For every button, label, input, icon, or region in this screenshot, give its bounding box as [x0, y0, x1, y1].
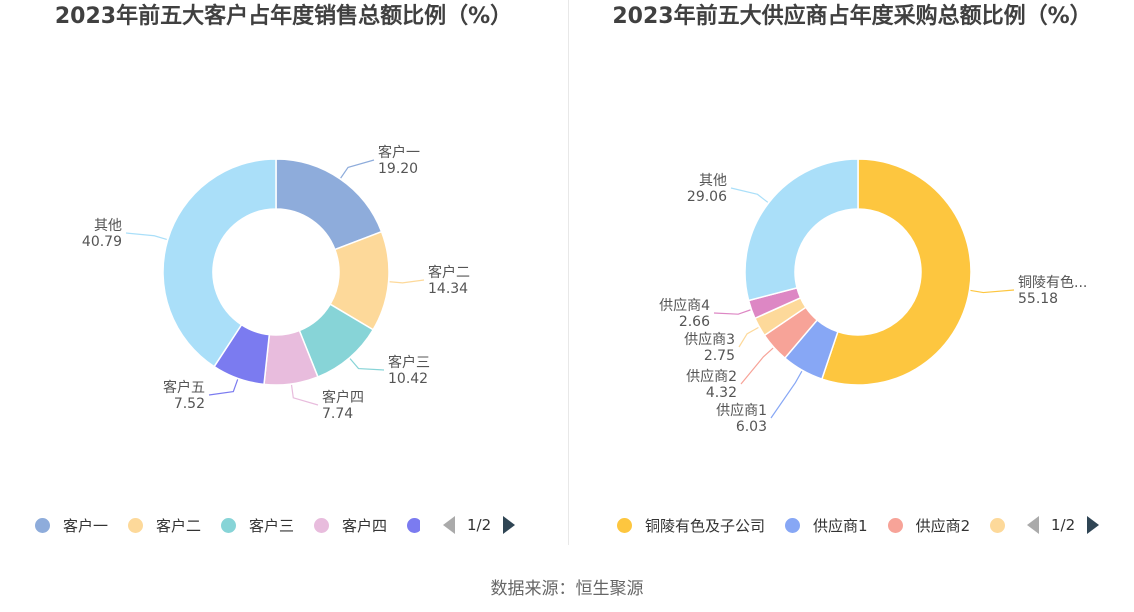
legend-prev-arrow-icon[interactable]	[1027, 516, 1039, 534]
label-leader-line	[730, 187, 769, 203]
slice-value-label: 7.52	[174, 396, 205, 412]
label-leader-line	[125, 232, 167, 241]
legend-label: 客户三	[249, 516, 295, 535]
slice-value-label: 6.03	[736, 419, 767, 435]
legend-marker-icon	[785, 517, 801, 533]
slice-name-label: 供应商2	[686, 368, 737, 385]
chart-title-customers: 2023年前五大客户占年度销售总额比例（%）	[54, 4, 513, 29]
donut-slice[interactable]	[162, 158, 277, 368]
slice-value-label: 7.74	[322, 406, 353, 422]
slice-name-label: 客户一	[378, 144, 420, 161]
legend-next-arrow-icon[interactable]	[503, 516, 516, 534]
legend-pager-customers: 1/2	[443, 512, 516, 538]
slice-value-label: 14.34	[428, 281, 468, 297]
legend-suppliers: 铜陵有色及子公司 供应商1 供应商2	[617, 512, 1012, 538]
legend-item[interactable]: 供应商1	[785, 515, 868, 536]
legend-item[interactable]: 客户四	[314, 515, 387, 536]
label-leader-line	[970, 289, 1015, 294]
slice-value-label: 29.06	[687, 189, 727, 205]
slice-name-label: 客户三	[388, 354, 430, 371]
legend-marker-icon	[617, 517, 632, 533]
label-leader-line	[340, 159, 375, 179]
legend-marker-icon	[35, 517, 50, 533]
data-source-note: 数据来源：恒生聚源	[490, 579, 644, 599]
legend-prev-arrow-icon[interactable]	[443, 516, 455, 534]
slice-name-label: 其他	[699, 173, 727, 189]
legend-item[interactable]: 铜陵有色及子公司	[617, 515, 765, 536]
legend-marker-icon	[221, 517, 237, 533]
donut-slice[interactable]	[275, 158, 383, 251]
slice-name-label: 供应商4	[659, 297, 710, 314]
legend-page-indicator: 1/2	[467, 516, 492, 534]
legend-label: 供应商2	[915, 516, 971, 535]
label-leader-line	[713, 309, 751, 315]
label-leader-line	[208, 379, 239, 396]
chart-title-suppliers: 2023年前五大供应商占年度采购总额比例（%）	[612, 4, 1092, 29]
donut-slice[interactable]	[820, 158, 972, 386]
slice-value-label: 40.79	[82, 234, 122, 250]
panel-divider	[568, 0, 569, 545]
legend-label: 供应商1	[813, 516, 868, 535]
slice-value-label: 2.75	[704, 348, 735, 364]
slice-value-label: 2.66	[679, 314, 710, 330]
slice-name-label: 客户二	[428, 264, 470, 281]
legend-marker-icon	[407, 517, 420, 533]
slice-value-label: 55.18	[1018, 291, 1058, 307]
slice-name-label: 铜陵有色...	[1018, 274, 1087, 291]
legend-marker-icon	[128, 517, 144, 533]
legend-next-arrow-icon[interactable]	[1087, 516, 1100, 534]
legend-item[interactable]	[990, 517, 1012, 533]
label-leader-line	[770, 370, 803, 419]
legend-item[interactable]: 供应商2	[887, 515, 971, 536]
label-leader-line	[349, 358, 385, 371]
legend-item[interactable]	[407, 517, 420, 533]
legend-item[interactable]: 客户一	[35, 515, 108, 536]
label-leader-line	[290, 384, 319, 406]
slice-value-label: 10.42	[388, 371, 428, 387]
legend-marker-icon	[314, 517, 330, 533]
slice-name-label: 客户四	[322, 389, 364, 406]
slice-name-label: 客户五	[163, 379, 205, 396]
donut-slice[interactable]	[744, 158, 859, 302]
legend-item[interactable]: 客户三	[221, 515, 294, 536]
label-leader-line	[740, 347, 774, 385]
slice-name-label: 其他	[94, 218, 122, 234]
legend-page-indicator: 1/2	[1051, 516, 1076, 534]
label-leader-line	[738, 326, 759, 348]
slice-value-label: 19.20	[378, 161, 418, 177]
slice-value-label: 4.32	[706, 385, 737, 401]
slice-name-label: 供应商1	[716, 402, 767, 419]
legend-item[interactable]: 客户二	[128, 515, 201, 536]
slice-name-label: 供应商3	[684, 331, 735, 348]
legend-label: 客户二	[156, 516, 202, 535]
legend-customers: 客户一 客户二 客户三 客户四	[35, 512, 420, 538]
legend-pager-suppliers: 1/2	[1027, 512, 1100, 538]
chart-panel-customers: 2023年前五大客户占年度销售总额比例（%） 客户一 19.20 客户二 14.34 客…	[0, 0, 567, 545]
legend-marker-icon	[887, 517, 903, 533]
legend-label: 客户四	[342, 516, 388, 535]
chart-panel-suppliers: 2023年前五大供应商占年度采购总额比例（%） 铜陵有色... 55.18 供应商1…	[570, 0, 1134, 545]
label-leader-line	[389, 279, 425, 284]
legend-label: 客户一	[63, 516, 109, 535]
legend-marker-icon	[990, 517, 1006, 533]
legend-label: 铜陵有色及子公司	[645, 516, 766, 535]
